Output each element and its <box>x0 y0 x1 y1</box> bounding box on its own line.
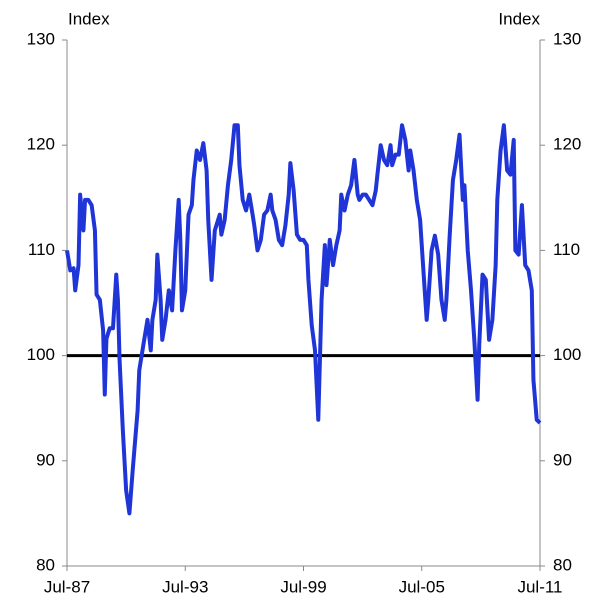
y-tick-label: 80 <box>36 555 55 574</box>
y-tick-label: 90 <box>36 450 55 469</box>
y2-tick-label: 110 <box>553 240 580 259</box>
y2-tick-label: 130 <box>553 29 581 48</box>
y-tick-label: 120 <box>27 135 55 154</box>
y2-tick-label: 120 <box>553 135 581 154</box>
data-line <box>65 123 542 516</box>
x-tick-label: Jul-99 <box>280 577 326 596</box>
y2-tick-label: 80 <box>553 555 572 574</box>
x-tick-label: Jul-05 <box>399 577 445 596</box>
y2-tick-label: 90 <box>553 450 572 469</box>
y-tick-label: 110 <box>28 240 55 259</box>
x-tick-label: Jul-11 <box>517 577 562 596</box>
y-tick-label: 100 <box>27 345 55 364</box>
x-tick-label: Jul-93 <box>162 577 208 596</box>
x-tick-label: Jul-87 <box>44 577 90 596</box>
y-tick-label: 130 <box>27 29 55 48</box>
y2-tick-label: 100 <box>553 345 581 364</box>
y-axis-label: Index <box>68 9 110 28</box>
y2-axis-label: Index <box>498 9 540 28</box>
